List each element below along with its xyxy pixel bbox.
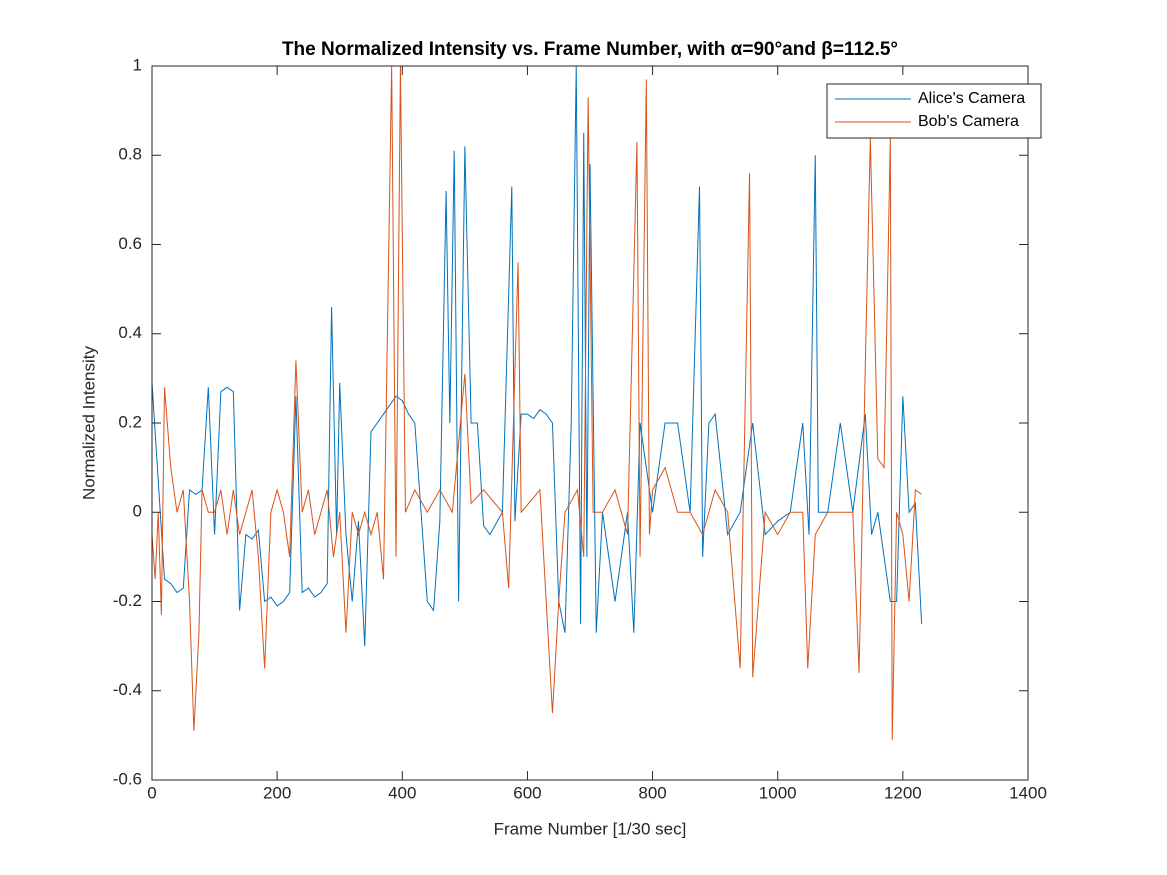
x-tick-label: 600 bbox=[513, 783, 541, 802]
y-tick-label: 1 bbox=[133, 55, 142, 74]
x-tick-label: 200 bbox=[263, 783, 291, 802]
y-tick-label: 0.2 bbox=[118, 412, 142, 431]
y-tick-label: -0.2 bbox=[113, 591, 142, 610]
y-axis-label: Normalized Intensity bbox=[79, 346, 98, 501]
y-tick-label: -0.6 bbox=[113, 769, 142, 788]
data-line bbox=[152, 66, 922, 740]
data-line bbox=[152, 66, 923, 647]
x-tick-label: 1000 bbox=[759, 783, 797, 802]
y-tick-label: 0 bbox=[133, 502, 142, 521]
chart-title: The Normalized Intensity vs. Frame Numbe… bbox=[282, 39, 898, 60]
y-tick-label: -0.4 bbox=[113, 680, 142, 699]
x-tick-label: 0 bbox=[147, 783, 156, 802]
y-tick-label: 0.4 bbox=[118, 323, 142, 342]
x-axis-label: Frame Number [1/30 sec] bbox=[494, 819, 687, 838]
y-tick-label: 0.8 bbox=[118, 145, 142, 164]
x-tick-label: 1200 bbox=[884, 783, 922, 802]
x-tick-label: 400 bbox=[388, 783, 416, 802]
y-tick-label: 0.6 bbox=[118, 234, 142, 253]
legend-text: Alice's Camera bbox=[918, 90, 1025, 107]
x-tick-label: 1400 bbox=[1009, 783, 1047, 802]
x-tick-label: 800 bbox=[638, 783, 666, 802]
legend-text: Bob's Camera bbox=[918, 113, 1019, 130]
legend-box bbox=[826, 83, 1042, 139]
